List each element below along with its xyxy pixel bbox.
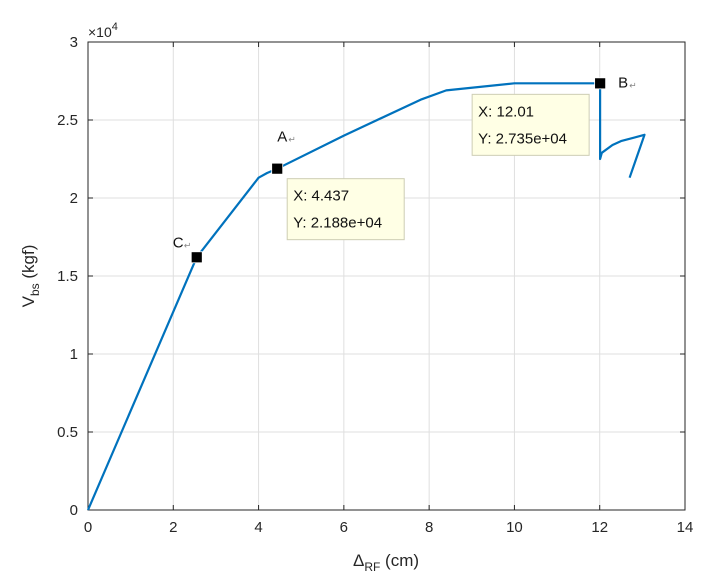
y-exponent: ×104 bbox=[88, 21, 118, 40]
markers: C ↵A ↵B ↵ bbox=[173, 74, 637, 264]
marker-a[interactable] bbox=[271, 162, 284, 175]
y-axis-title: Vbs (kgf) bbox=[19, 245, 42, 308]
x-tick-label: 12 bbox=[591, 519, 608, 536]
y-tick-label: 1.5 bbox=[57, 268, 78, 285]
datatip-x: X: 4.437 bbox=[293, 188, 349, 205]
marker-b[interactable] bbox=[594, 77, 607, 90]
y-tick-label: 0 bbox=[70, 502, 78, 519]
y-tick-label: 2 bbox=[70, 190, 78, 207]
x-tick-label: 4 bbox=[254, 519, 262, 536]
y-tick-label: 1 bbox=[70, 346, 78, 363]
x-tick-label: 6 bbox=[340, 519, 348, 536]
datatip-x: X: 12.01 bbox=[478, 103, 534, 120]
y-exponent-power: 4 bbox=[112, 21, 118, 33]
x-tick-label: 10 bbox=[506, 519, 523, 536]
datatip-box bbox=[471, 93, 590, 156]
return-glyph: ↵ bbox=[288, 136, 296, 146]
y-tick-label: 0.5 bbox=[57, 424, 78, 441]
datatip-y: Y: 2.735e+04 bbox=[478, 130, 567, 147]
marker-label-b: B bbox=[618, 74, 628, 91]
datatip: X: 12.01 Y: 2.735e+04 bbox=[471, 93, 590, 156]
x-tick-label: 0 bbox=[84, 519, 92, 536]
y-tick-label: 3 bbox=[70, 34, 78, 51]
datatip-box bbox=[286, 178, 405, 241]
y-tick-label: 2.5 bbox=[57, 112, 78, 129]
datatips: X: 4.437 Y: 2.188e+04 X: 12.01 Y: 2.735e+04 bbox=[286, 93, 590, 241]
return-glyph: ↵ bbox=[629, 81, 637, 91]
marker-label-a: A bbox=[277, 129, 287, 146]
marker-c[interactable] bbox=[190, 251, 203, 264]
x-tick-label: 2 bbox=[169, 519, 177, 536]
x-tick-label: 8 bbox=[425, 519, 433, 536]
series-line bbox=[86, 82, 646, 511]
y-exponent-base: ×10 bbox=[88, 24, 112, 40]
return-glyph: ↵ bbox=[184, 241, 192, 251]
x-tick-label: 14 bbox=[677, 519, 694, 536]
x-axis: 0 2 4 6 8 10 12 14 bbox=[84, 42, 694, 536]
datatip-y: Y: 2.188e+04 bbox=[293, 215, 382, 232]
marker-label-c: C bbox=[173, 234, 184, 251]
y-axis: 0 0.5 1 1.5 2 2.5 3 bbox=[57, 34, 685, 519]
datatip: X: 4.437 Y: 2.188e+04 bbox=[286, 178, 405, 241]
x-axis-title: ΔRF (cm) bbox=[353, 551, 419, 574]
